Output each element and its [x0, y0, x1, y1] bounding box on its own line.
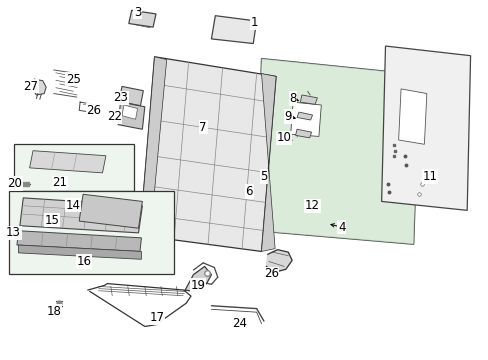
Polygon shape [290, 102, 321, 136]
Text: 20: 20 [7, 177, 22, 190]
Polygon shape [119, 86, 143, 106]
Text: 22: 22 [106, 110, 122, 123]
Polygon shape [122, 105, 137, 119]
Polygon shape [211, 16, 256, 44]
Text: 11: 11 [422, 170, 437, 183]
Polygon shape [381, 46, 469, 210]
FancyBboxPatch shape [9, 191, 174, 274]
Text: 17: 17 [149, 311, 164, 324]
Text: 15: 15 [45, 213, 60, 226]
Text: 13: 13 [6, 226, 21, 239]
Polygon shape [185, 266, 211, 292]
Text: 18: 18 [46, 305, 61, 318]
Text: 7: 7 [199, 121, 206, 134]
Polygon shape [266, 249, 291, 272]
Text: 6: 6 [245, 185, 253, 198]
Text: 25: 25 [66, 73, 81, 86]
Polygon shape [140, 57, 166, 235]
Polygon shape [128, 10, 156, 27]
Polygon shape [296, 112, 312, 120]
Text: 26: 26 [263, 267, 278, 280]
Text: 16: 16 [77, 255, 91, 268]
Text: 8: 8 [289, 92, 296, 105]
Text: 12: 12 [305, 199, 320, 212]
Polygon shape [295, 129, 311, 138]
Polygon shape [30, 151, 106, 173]
Text: 9: 9 [284, 110, 291, 123]
Polygon shape [261, 73, 276, 251]
Polygon shape [118, 102, 144, 129]
Polygon shape [140, 57, 276, 251]
Text: 27: 27 [23, 80, 38, 93]
FancyBboxPatch shape [14, 144, 134, 192]
Polygon shape [255, 59, 419, 244]
Text: 4: 4 [337, 221, 345, 234]
Text: 1: 1 [250, 16, 258, 29]
Polygon shape [79, 194, 142, 228]
Polygon shape [20, 198, 142, 233]
Text: 5: 5 [260, 170, 267, 183]
Text: 3: 3 [134, 6, 141, 19]
Polygon shape [19, 245, 141, 259]
Text: 10: 10 [276, 131, 291, 144]
Text: 19: 19 [190, 279, 205, 292]
Polygon shape [33, 79, 46, 95]
Text: 24: 24 [232, 317, 246, 330]
Polygon shape [300, 95, 317, 104]
Text: 26: 26 [86, 104, 101, 117]
Polygon shape [398, 89, 426, 144]
Text: 14: 14 [66, 198, 81, 212]
Text: 23: 23 [113, 91, 128, 104]
Polygon shape [255, 59, 419, 244]
Polygon shape [17, 231, 141, 251]
Text: 21: 21 [52, 176, 67, 189]
